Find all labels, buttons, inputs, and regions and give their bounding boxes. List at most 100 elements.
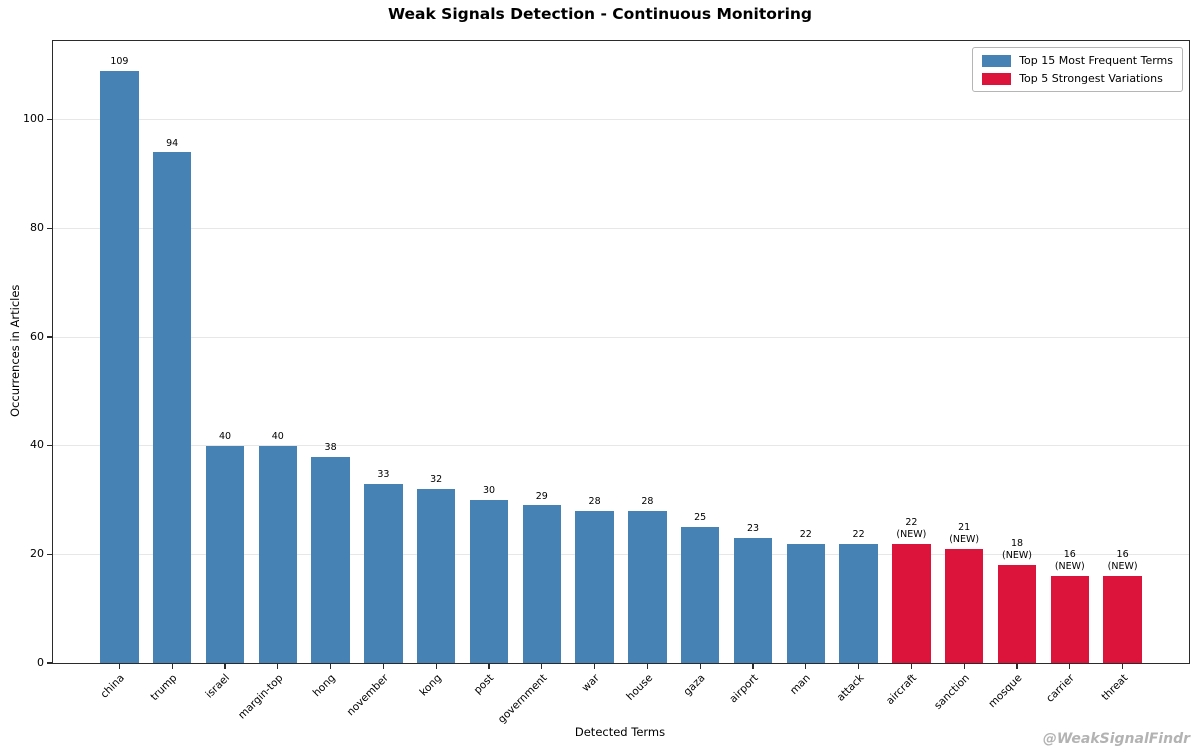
legend-item-frequent: Top 15 Most Frequent Terms xyxy=(982,54,1173,67)
bar-value-label-threat: 16 (NEW) xyxy=(1107,549,1138,573)
x-tick-label-house: house xyxy=(623,672,655,703)
x-tick-label-gaza: gaza xyxy=(681,672,708,699)
chart-title: Weak Signals Detection - Continuous Moni… xyxy=(387,5,813,23)
bar-government xyxy=(522,505,562,663)
x-tick-mark-kong xyxy=(435,664,437,669)
x-tick-label-margin-top: margin-top xyxy=(235,672,286,722)
bar-value-label-china: 109 xyxy=(110,56,129,68)
y-axis-tick-labels: 0 20 40 60 80 100 xyxy=(0,40,44,668)
bar-carrier xyxy=(1050,576,1090,663)
x-tick-label-airport: airport xyxy=(727,672,761,706)
legend: Top 15 Most Frequent Terms Top 5 Stronge… xyxy=(972,47,1183,92)
bar-value-label-airport: 23 xyxy=(746,523,760,535)
x-tick-mark-attack xyxy=(858,664,860,669)
bar-war xyxy=(575,510,614,663)
x-tick-label-china: china xyxy=(98,672,127,701)
bar-value-label-war: 28 xyxy=(588,496,601,508)
legend-swatch-new xyxy=(982,72,1012,85)
x-tick-label-government: government xyxy=(495,672,550,726)
x-tick-mark-trump xyxy=(171,664,173,669)
y-tick-mark-80 xyxy=(47,227,52,230)
bar-margin-top xyxy=(258,445,298,663)
x-tick-mark-war xyxy=(594,664,596,669)
y-tick-label-60: 60 xyxy=(30,329,44,343)
bar-israel xyxy=(205,445,245,663)
bar-value-label-margin-top: 40 xyxy=(271,430,284,442)
x-tick-mark-gaza xyxy=(699,664,701,669)
bar-threat xyxy=(1103,576,1142,663)
x-tick-mark-sanction xyxy=(963,664,965,669)
x-tick-mark-margin-top xyxy=(277,664,279,669)
bar-china xyxy=(100,70,139,663)
x-tick-mark-house xyxy=(646,664,648,669)
bar-value-label-trump: 94 xyxy=(166,137,179,149)
bar-value-label-sanction: 21 (NEW) xyxy=(949,522,980,546)
legend-item-new: Top 5 Strongest Variations xyxy=(982,72,1173,85)
bar-airport xyxy=(733,538,773,663)
gridline-y-20 xyxy=(53,553,1189,555)
bar-gaza xyxy=(680,527,720,663)
bar-november xyxy=(364,483,403,663)
bar-value-label-man: 22 xyxy=(799,528,812,540)
x-axis-tick-labels: china trump israel margin-top hong november ko… xyxy=(52,665,1188,726)
x-tick-label-man: man xyxy=(788,672,814,697)
bar-value-label-november: 33 xyxy=(377,468,390,480)
bar-value-label-aircraft: 22 (NEW) xyxy=(896,516,927,540)
bar-mosque xyxy=(997,565,1037,663)
bar-value-label-kong: 32 xyxy=(430,474,443,486)
x-tick-label-post: post xyxy=(471,672,497,697)
gridline-y-60 xyxy=(53,336,1189,338)
bar-value-label-carrier: 16 (NEW) xyxy=(1054,549,1085,573)
x-tick-mark-post xyxy=(488,664,490,669)
y-tick-mark-20 xyxy=(47,553,52,555)
y-tick-mark-60 xyxy=(47,336,52,338)
bar-hong xyxy=(311,456,350,663)
x-tick-label-hong: hong xyxy=(310,672,339,700)
x-tick-mark-china xyxy=(118,664,120,669)
x-tick-label-aircraft: aircraft xyxy=(883,672,919,708)
x-tick-label-threat: threat xyxy=(1099,672,1131,704)
bar-value-label-israel: 40 xyxy=(218,430,232,442)
y-tick-label-40: 40 xyxy=(30,438,44,452)
x-tick-label-sanction: sanction xyxy=(931,672,972,712)
x-tick-mark-hong xyxy=(330,664,332,669)
bar-house xyxy=(628,510,667,663)
bar-value-label-post: 30 xyxy=(482,485,496,497)
y-tick-label-0: 0 xyxy=(37,655,44,669)
y-tick-mark-0 xyxy=(47,662,52,664)
plot-area: Top 15 Most Frequent Terms Top 5 Stronge… xyxy=(47,40,1190,669)
x-tick-label-attack: attack xyxy=(834,672,867,704)
x-tick-label-israel: israel xyxy=(203,672,233,701)
bar-value-label-house: 28 xyxy=(641,496,654,508)
x-tick-mark-november xyxy=(382,664,384,669)
x-tick-label-war: war xyxy=(579,672,603,695)
x-tick-label-carrier: carrier xyxy=(1044,672,1078,705)
legend-label-new: Top 5 Strongest Variations xyxy=(1019,72,1163,85)
bar-value-label-attack: 22 xyxy=(852,528,865,540)
x-tick-mark-man xyxy=(805,664,807,669)
y-tick-label-80: 80 xyxy=(30,220,44,234)
y-tick-mark-100 xyxy=(47,119,52,121)
x-tick-mark-aircraft xyxy=(910,664,912,669)
x-tick-mark-government xyxy=(541,664,543,669)
x-tick-mark-israel xyxy=(224,664,226,669)
x-tick-label-kong: kong xyxy=(417,672,444,699)
bar-value-label-gaza: 25 xyxy=(694,512,707,524)
x-axis-label: Detected Terms xyxy=(574,725,666,739)
x-tick-mark-threat xyxy=(1122,664,1124,669)
legend-swatch-frequent xyxy=(982,54,1012,67)
legend-label-frequent: Top 15 Most Frequent Terms xyxy=(1019,54,1173,67)
x-tick-label-mosque: mosque xyxy=(986,672,1025,711)
bar-attack xyxy=(839,543,878,663)
watermark: @WeakSignalFindr xyxy=(1042,731,1190,747)
bar-sanction xyxy=(944,548,984,663)
x-tick-mark-airport xyxy=(752,664,754,669)
x-tick-label-trump: trump xyxy=(148,672,180,704)
bar-man xyxy=(786,543,826,663)
bar-trump xyxy=(152,152,192,663)
bar-kong xyxy=(416,489,456,663)
bar-value-label-mosque: 18 (NEW) xyxy=(1002,538,1032,562)
bar-value-label-hong: 38 xyxy=(324,441,337,453)
y-tick-label-100: 100 xyxy=(23,112,44,126)
